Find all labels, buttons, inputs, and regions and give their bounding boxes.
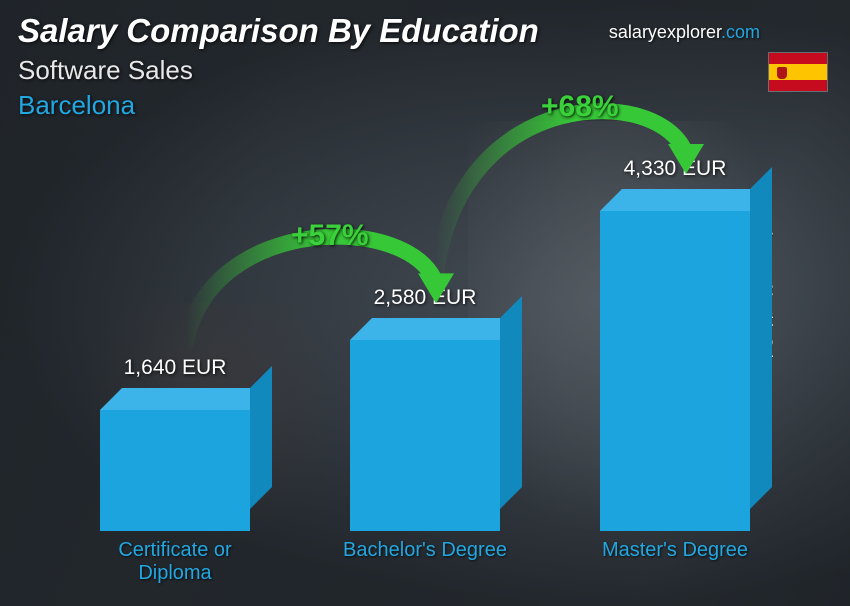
infographic-container: Salary Comparison By Education Software … (0, 0, 850, 606)
subtitle-location: Barcelona (18, 90, 135, 121)
main-title: Salary Comparison By Education (18, 12, 539, 50)
brand-name: salaryexplorer (609, 22, 721, 42)
increase-arrow-icon (50, 136, 790, 586)
percent-increase-label: +68% (541, 90, 619, 124)
subtitle-role: Software Sales (18, 55, 193, 86)
bar-chart: 1,640 EURCertificate or Diploma2,580 EUR… (50, 136, 790, 586)
brand-suffix: .com (721, 22, 760, 42)
country-flag-icon (768, 52, 828, 92)
brand-label: salaryexplorer.com (609, 22, 760, 43)
